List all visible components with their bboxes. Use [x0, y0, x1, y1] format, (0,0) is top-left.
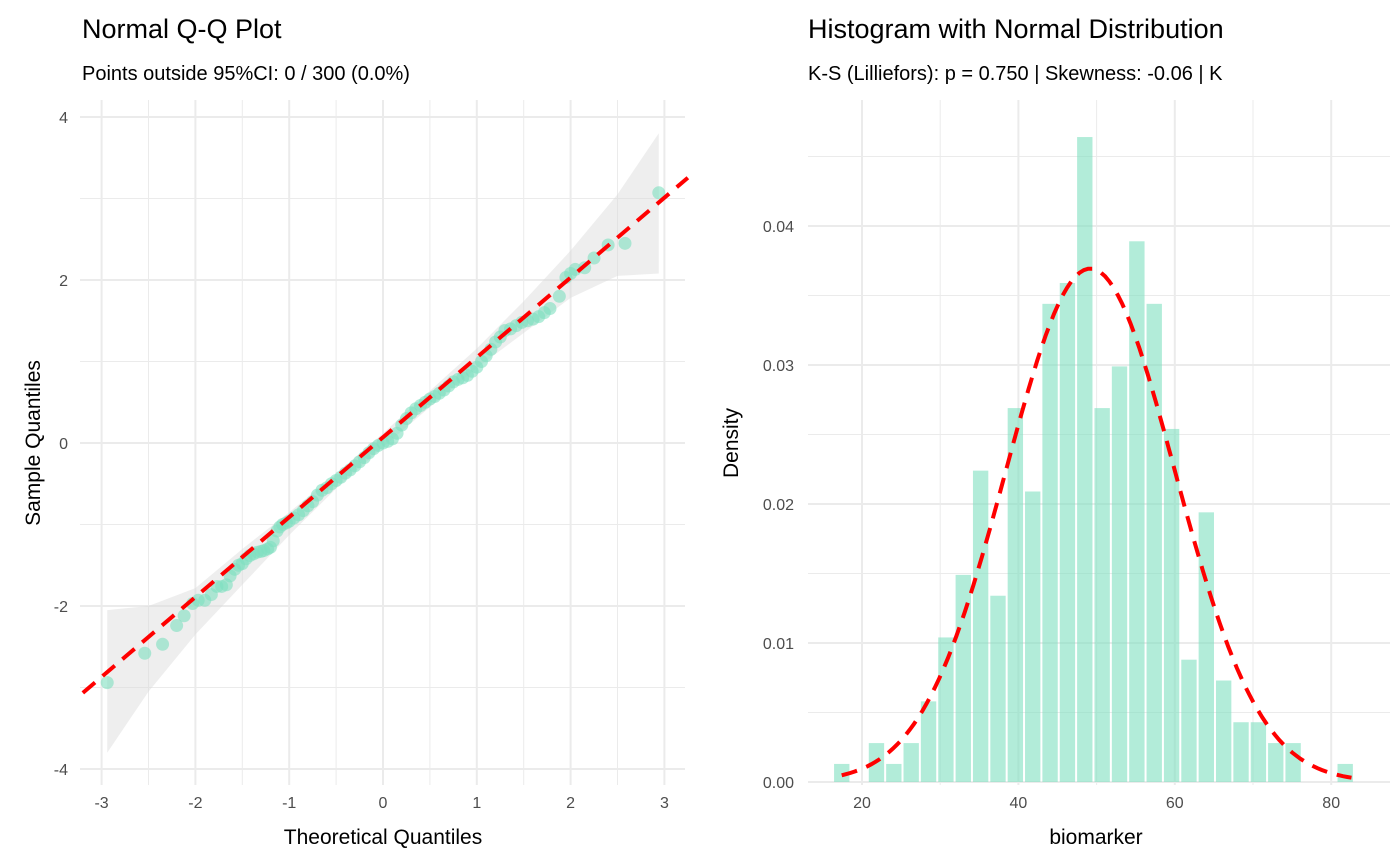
qq-point — [652, 186, 666, 200]
histogram-panel: 20 40 60 80 0.00 0.01 0.02 0.03 0.04 — [763, 100, 1390, 812]
x-tick-label: -2 — [188, 795, 202, 812]
qq-point — [100, 676, 114, 690]
y-tick-label: 0.02 — [763, 497, 794, 514]
qq-point — [138, 646, 152, 660]
qq-y-axis-title: Sample Quantiles — [22, 360, 45, 526]
histogram-bar — [834, 763, 850, 782]
histogram-bar — [1129, 241, 1145, 783]
qq-point — [587, 251, 601, 265]
histogram-bar — [1025, 491, 1041, 782]
histogram-bar — [1042, 303, 1058, 782]
histogram-bar — [1198, 512, 1214, 782]
histogram-bar — [955, 574, 971, 782]
qq-point — [156, 637, 170, 651]
histogram-bar — [972, 470, 989, 782]
histogram-bar — [1250, 722, 1267, 782]
histogram-bar — [1181, 659, 1197, 782]
y-tick-label: -2 — [54, 599, 68, 616]
hist-subtitle: K-S (Lilliefors): p = 0.750 | Skewness: … — [808, 63, 1223, 85]
x-tick-label: 20 — [853, 795, 871, 812]
histogram-bar — [1163, 428, 1180, 782]
qq-x-axis-title: Theoretical Quantiles — [284, 826, 482, 849]
histogram-bar — [1146, 303, 1162, 782]
x-tick-label: 40 — [1010, 795, 1028, 812]
reference-line — [81, 176, 690, 695]
qq-point — [170, 619, 184, 633]
x-tick-label: 0 — [379, 795, 388, 812]
normal-density-curve — [841, 266, 1352, 780]
x-tick-label: -3 — [94, 795, 108, 812]
histogram-bar — [886, 763, 902, 782]
qq-subtitle: Points outside 95%CI: 0 / 300 (0.0%) — [82, 63, 410, 85]
x-tick-label: 1 — [472, 795, 481, 812]
histogram-bar — [1077, 137, 1093, 783]
y-tick-label: 0.04 — [763, 219, 794, 236]
qq-title: Normal Q-Q Plot — [82, 14, 282, 44]
histogram-bar — [1111, 366, 1128, 782]
x-tick-label: 2 — [566, 795, 575, 812]
y-tick-label: 0.01 — [763, 636, 794, 653]
x-tick-label: 60 — [1166, 795, 1184, 812]
histogram-bar — [1268, 743, 1284, 782]
histogram-bar — [1094, 408, 1110, 782]
qq-plot-panel: -3 -2 -1 0 1 2 3 -4 -2 0 2 4 — [54, 100, 690, 812]
histogram-bar — [990, 595, 1006, 782]
histogram-bar — [1215, 680, 1232, 782]
histogram-bar — [1285, 743, 1301, 782]
y-tick-label: -4 — [54, 762, 68, 779]
histogram-bar — [1233, 722, 1249, 782]
qq-point — [266, 534, 280, 548]
histogram-bar — [1059, 282, 1076, 782]
qq-point — [618, 236, 632, 250]
hist-y-axis-title: Density — [720, 407, 743, 478]
histogram-bar — [1007, 408, 1024, 782]
x-tick-label: 80 — [1322, 795, 1340, 812]
y-tick-label: 0.03 — [763, 358, 794, 375]
y-tick-label: 0 — [59, 436, 68, 453]
y-tick-label: 4 — [59, 110, 68, 127]
histogram-bar — [938, 637, 954, 782]
qq-point — [552, 289, 566, 303]
qq-point — [177, 609, 191, 623]
x-tick-label: 3 — [660, 795, 669, 812]
qq-point — [543, 302, 557, 316]
x-tick-label: -1 — [282, 795, 296, 812]
histogram-bar — [903, 743, 919, 782]
y-tick-label: 0.00 — [763, 775, 794, 792]
hist-title: Histogram with Normal Distribution — [808, 14, 1224, 44]
hist-x-axis-title: biomarker — [1049, 826, 1142, 849]
y-tick-label: 2 — [59, 273, 68, 290]
histogram-bar — [920, 701, 937, 782]
